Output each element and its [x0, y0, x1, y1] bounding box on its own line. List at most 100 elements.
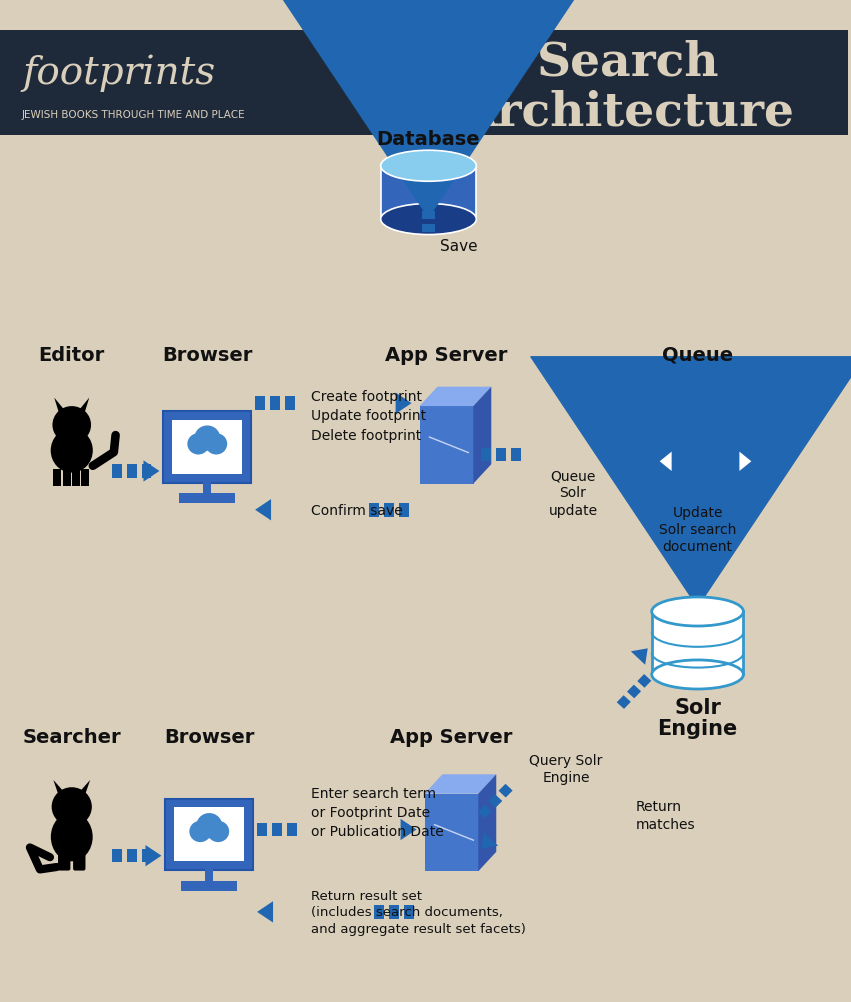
Ellipse shape: [51, 429, 93, 473]
Ellipse shape: [380, 204, 477, 235]
FancyBboxPatch shape: [127, 465, 136, 478]
Text: Enter search term
or Footprint Date
or Publication Date: Enter search term or Footprint Date or P…: [311, 787, 443, 838]
Text: Query Solr
Engine: Query Solr Engine: [529, 754, 603, 785]
FancyBboxPatch shape: [111, 465, 122, 478]
Text: Queue
Solr
update: Queue Solr update: [548, 469, 597, 517]
FancyBboxPatch shape: [272, 823, 282, 837]
Polygon shape: [54, 781, 68, 798]
FancyBboxPatch shape: [174, 808, 244, 862]
Polygon shape: [75, 398, 89, 415]
FancyBboxPatch shape: [700, 436, 709, 488]
FancyBboxPatch shape: [165, 799, 253, 871]
FancyBboxPatch shape: [421, 212, 436, 219]
Text: Browser: Browser: [164, 727, 254, 746]
Polygon shape: [488, 795, 502, 809]
FancyBboxPatch shape: [54, 470, 61, 487]
Polygon shape: [499, 784, 512, 798]
Polygon shape: [144, 461, 159, 482]
Polygon shape: [257, 902, 273, 923]
Text: Create footprint
Update footprint
Delete footprint: Create footprint Update footprint Delete…: [311, 389, 426, 442]
Polygon shape: [401, 819, 416, 841]
FancyBboxPatch shape: [173, 420, 243, 474]
Polygon shape: [146, 845, 162, 867]
FancyBboxPatch shape: [255, 397, 265, 411]
FancyBboxPatch shape: [652, 612, 744, 674]
Circle shape: [208, 821, 229, 843]
FancyBboxPatch shape: [421, 199, 436, 207]
Text: Queue: Queue: [662, 346, 733, 364]
Text: Browser: Browser: [162, 346, 253, 364]
Polygon shape: [420, 388, 491, 407]
Polygon shape: [477, 805, 492, 819]
FancyBboxPatch shape: [482, 448, 491, 462]
FancyBboxPatch shape: [163, 412, 251, 483]
Polygon shape: [473, 388, 491, 484]
FancyBboxPatch shape: [127, 849, 136, 863]
Polygon shape: [75, 781, 90, 798]
Polygon shape: [425, 775, 496, 794]
Ellipse shape: [652, 597, 744, 626]
FancyBboxPatch shape: [270, 397, 280, 411]
FancyBboxPatch shape: [380, 166, 477, 219]
Ellipse shape: [380, 151, 477, 182]
Text: Search
Architecture: Search Architecture: [460, 39, 795, 135]
Polygon shape: [637, 674, 651, 688]
Text: App Server: App Server: [391, 727, 512, 746]
FancyBboxPatch shape: [420, 407, 474, 484]
Circle shape: [205, 434, 227, 455]
FancyBboxPatch shape: [111, 849, 122, 863]
Text: Searcher: Searcher: [22, 727, 121, 746]
Circle shape: [197, 814, 222, 839]
Text: Update
Solr search
document: Update Solr search document: [659, 505, 736, 554]
FancyBboxPatch shape: [496, 448, 506, 462]
FancyBboxPatch shape: [421, 224, 436, 232]
FancyBboxPatch shape: [285, 397, 295, 411]
FancyBboxPatch shape: [205, 869, 214, 883]
FancyBboxPatch shape: [686, 436, 694, 488]
Text: Return
matches: Return matches: [636, 800, 695, 831]
FancyBboxPatch shape: [398, 503, 408, 517]
Text: Return result set
(includes search documents,
and aggregate result set facets): Return result set (includes search docum…: [311, 889, 526, 935]
FancyBboxPatch shape: [671, 436, 681, 488]
FancyBboxPatch shape: [368, 503, 379, 517]
FancyBboxPatch shape: [0, 31, 848, 135]
FancyBboxPatch shape: [287, 823, 297, 837]
FancyBboxPatch shape: [389, 905, 398, 919]
Ellipse shape: [652, 660, 744, 689]
Text: App Server: App Server: [386, 346, 507, 364]
FancyBboxPatch shape: [141, 849, 151, 863]
FancyBboxPatch shape: [82, 470, 89, 487]
Polygon shape: [255, 500, 271, 521]
Polygon shape: [396, 393, 412, 415]
Text: Solr
Engine: Solr Engine: [658, 697, 738, 738]
FancyBboxPatch shape: [257, 823, 267, 837]
Circle shape: [194, 426, 220, 451]
FancyBboxPatch shape: [58, 852, 71, 871]
FancyBboxPatch shape: [713, 436, 722, 488]
FancyBboxPatch shape: [181, 881, 237, 891]
FancyBboxPatch shape: [141, 465, 151, 478]
Polygon shape: [637, 445, 654, 466]
Polygon shape: [631, 648, 648, 665]
FancyBboxPatch shape: [63, 470, 71, 487]
FancyBboxPatch shape: [511, 448, 521, 462]
Polygon shape: [617, 695, 631, 709]
Polygon shape: [478, 775, 496, 872]
Ellipse shape: [51, 813, 93, 862]
Text: Editor: Editor: [38, 346, 105, 364]
Polygon shape: [54, 398, 68, 415]
FancyBboxPatch shape: [690, 523, 705, 531]
FancyBboxPatch shape: [658, 428, 738, 496]
FancyBboxPatch shape: [690, 498, 705, 505]
Circle shape: [187, 434, 209, 455]
Text: Save: Save: [441, 238, 478, 254]
Polygon shape: [627, 685, 641, 698]
Text: Confirm save: Confirm save: [311, 503, 403, 517]
FancyBboxPatch shape: [384, 503, 394, 517]
FancyBboxPatch shape: [71, 470, 80, 487]
Polygon shape: [660, 452, 671, 472]
Text: JEWISH BOOKS THROUGH TIME AND PLACE: JEWISH BOOKS THROUGH TIME AND PLACE: [22, 110, 246, 120]
FancyBboxPatch shape: [403, 905, 414, 919]
Circle shape: [189, 821, 211, 843]
FancyBboxPatch shape: [180, 494, 235, 503]
